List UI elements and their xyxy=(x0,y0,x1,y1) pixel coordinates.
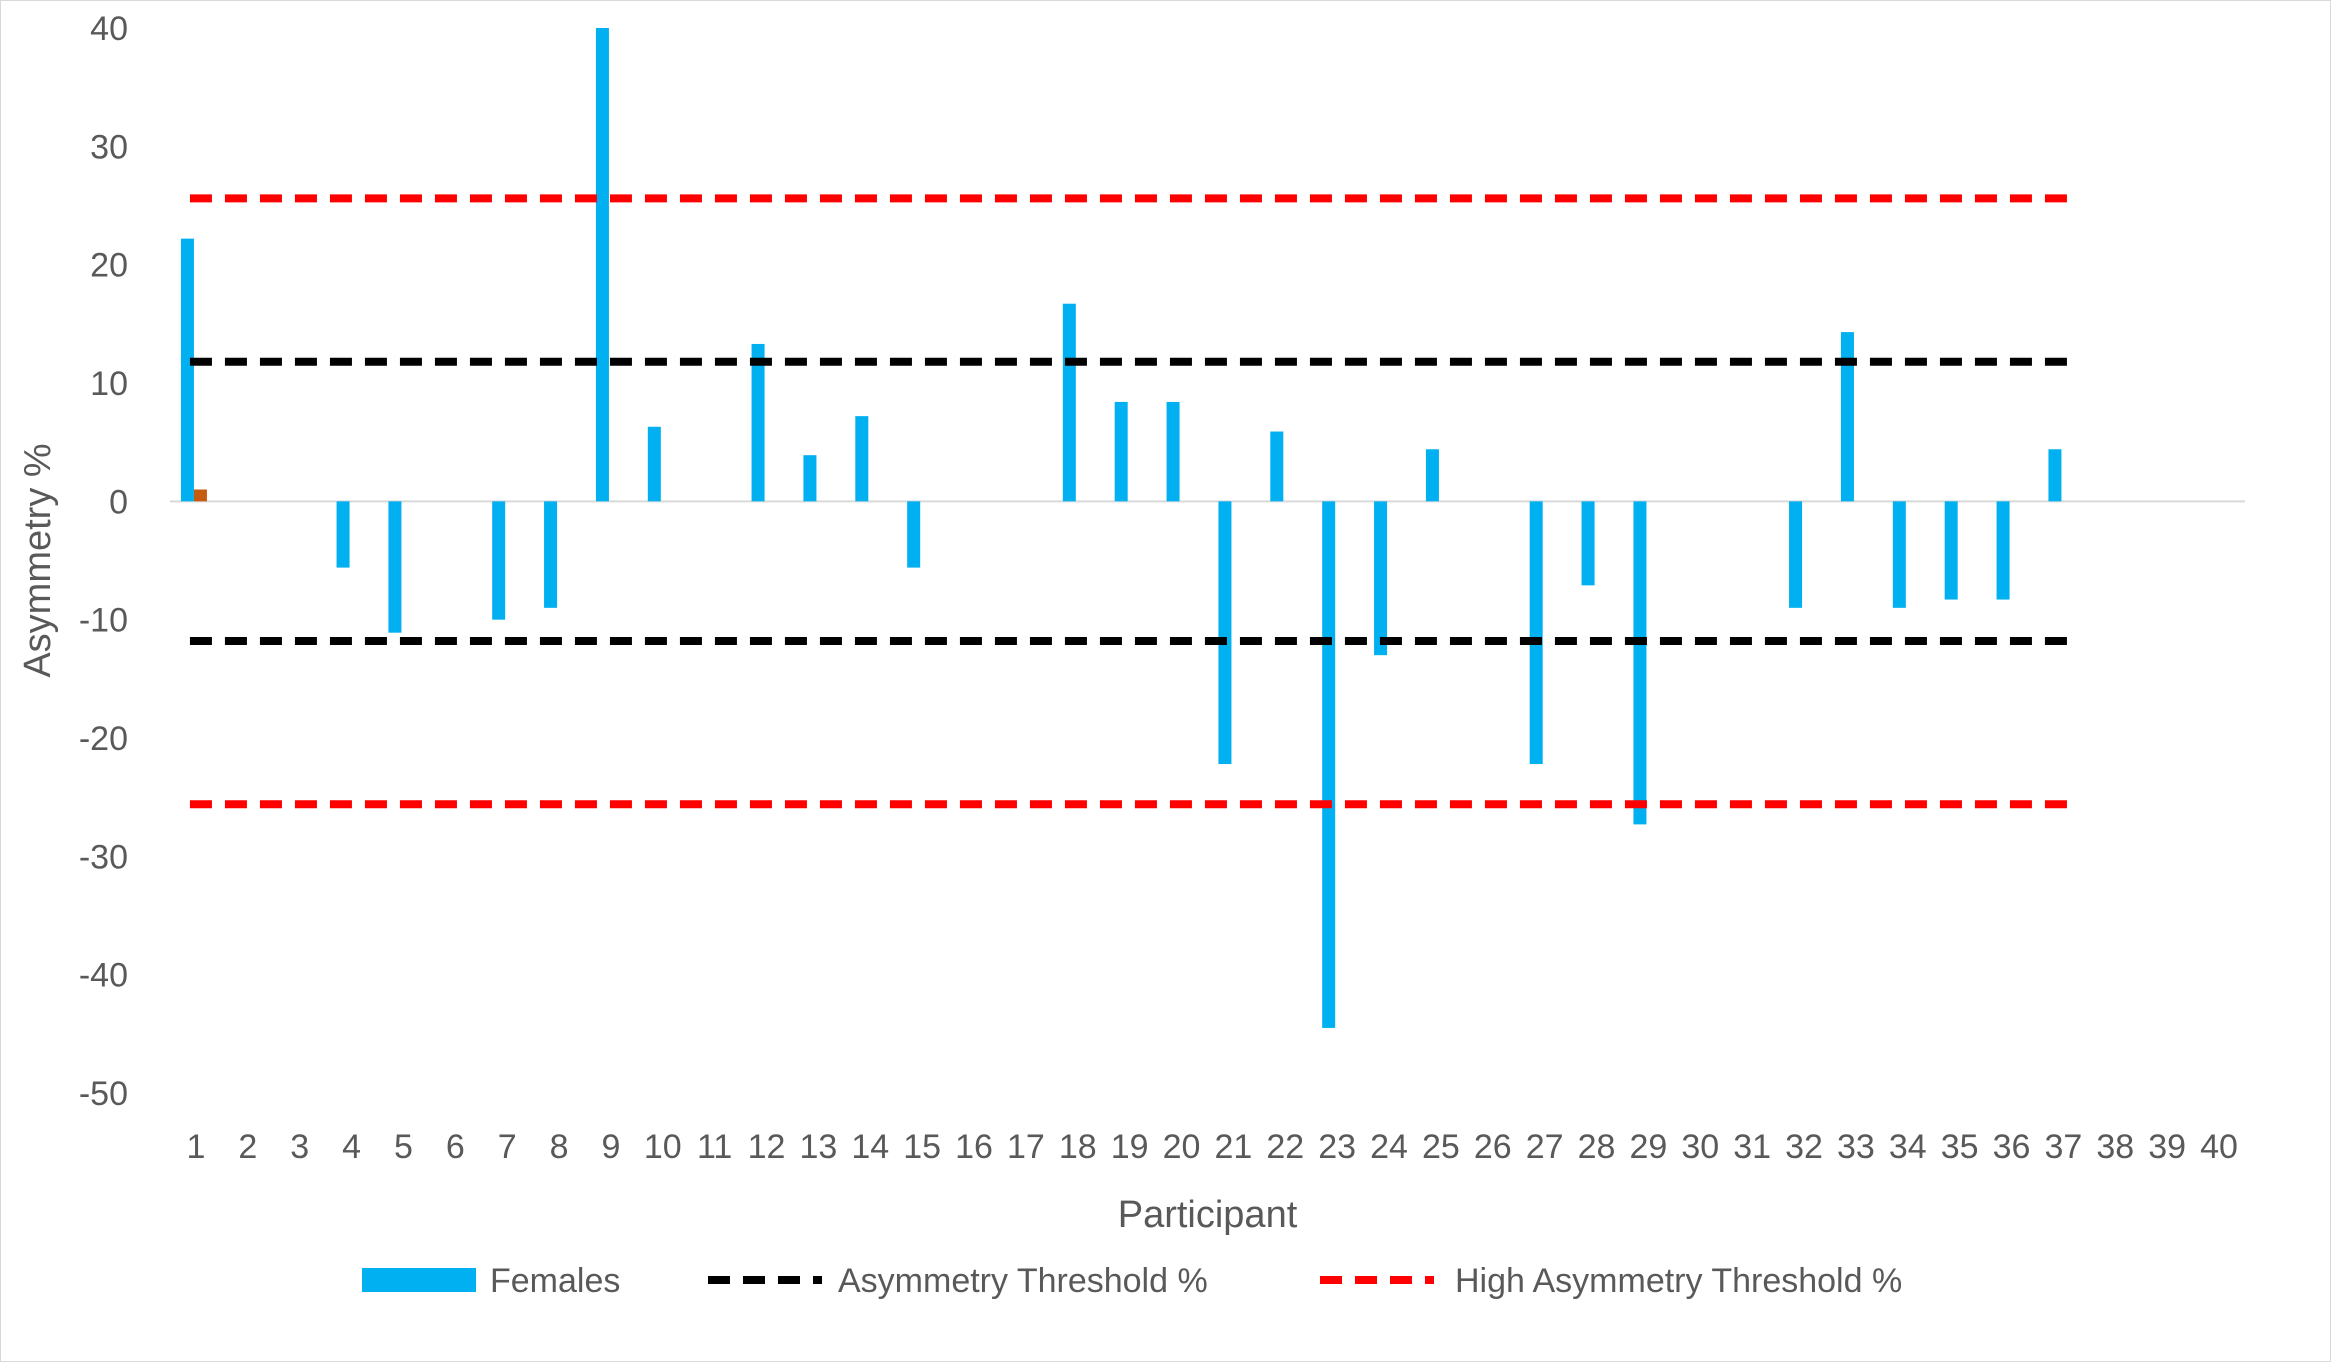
y-axis-title: Asymmetry % xyxy=(17,443,59,677)
x-tick-label: 6 xyxy=(446,1128,465,1166)
x-tick-label: 28 xyxy=(1578,1128,1616,1166)
y-tick-label: 10 xyxy=(90,365,128,403)
bar xyxy=(1944,501,1958,600)
x-tick-label: 7 xyxy=(498,1128,517,1166)
x-tick-label: 11 xyxy=(697,1128,732,1166)
bar xyxy=(1996,501,2010,600)
bar xyxy=(1789,501,1803,608)
x-tick-label: 37 xyxy=(2045,1128,2083,1166)
x-tick-label: 31 xyxy=(1733,1128,1771,1166)
bar xyxy=(1633,501,1647,825)
y-tick-label: -10 xyxy=(79,602,128,640)
x-axis-ticks: 1 2 3 4 5 6 7 8 9 10 11 12 13 14 15 16 17 18 19 20 21 22 23 24 2… xyxy=(186,1128,2238,1166)
bar xyxy=(492,501,506,620)
y-tick-label: 30 xyxy=(90,128,128,166)
x-tick-label: 16 xyxy=(955,1128,993,1166)
bar xyxy=(907,501,921,568)
y-tick-label: -20 xyxy=(79,720,128,758)
x-tick-label: 9 xyxy=(601,1128,620,1166)
y-tick-label: -40 xyxy=(79,957,128,995)
x-tick-label: 24 xyxy=(1370,1128,1408,1166)
x-tick-label: 21 xyxy=(1215,1128,1253,1166)
x-tick-label: 2 xyxy=(238,1128,257,1166)
y-tick-label: 20 xyxy=(90,247,128,285)
x-axis-title: Participant xyxy=(1118,1194,1298,1236)
x-tick-label: 3 xyxy=(290,1128,309,1166)
x-tick-label: 30 xyxy=(1681,1128,1719,1166)
y-tick-label: -50 xyxy=(79,1075,128,1113)
y-tick-label: 40 xyxy=(90,10,128,48)
bar xyxy=(1892,501,1906,608)
bar xyxy=(1529,501,1543,765)
bar xyxy=(544,501,558,608)
x-tick-label: 39 xyxy=(2148,1128,2186,1166)
x-tick-label: 8 xyxy=(550,1128,569,1166)
bar xyxy=(1062,303,1076,502)
bar xyxy=(855,416,869,502)
x-tick-label: 10 xyxy=(644,1128,682,1166)
bar xyxy=(336,501,350,568)
y-tick-label: 0 xyxy=(109,483,128,521)
y-axis-ticks: 40 30 20 10 0 -10 -20 -30 -40 -50 xyxy=(79,10,128,1113)
bar xyxy=(1374,501,1388,656)
x-tick-label: 29 xyxy=(1630,1128,1668,1166)
x-tick-label: 23 xyxy=(1318,1128,1356,1166)
x-tick-label: 27 xyxy=(1526,1128,1564,1166)
bar xyxy=(2048,449,2062,502)
x-tick-label: 17 xyxy=(1007,1128,1045,1166)
x-tick-label: 5 xyxy=(394,1128,413,1166)
x-tick-label: 40 xyxy=(2200,1128,2238,1166)
bar xyxy=(1114,401,1128,502)
legend-label: Asymmetry Threshold % xyxy=(838,1262,1208,1300)
legend-label: Females xyxy=(490,1262,620,1300)
bar xyxy=(1322,501,1336,1028)
bar xyxy=(1425,449,1439,502)
y-tick-label: -30 xyxy=(79,838,128,876)
bar xyxy=(1840,332,1854,502)
bar xyxy=(1218,501,1232,765)
bar xyxy=(1581,501,1595,586)
x-tick-label: 33 xyxy=(1837,1128,1875,1166)
bar xyxy=(388,501,402,633)
x-tick-label: 13 xyxy=(800,1128,838,1166)
x-tick-label: 15 xyxy=(903,1128,941,1166)
legend: Females Asymmetry Threshold % High Asymmet… xyxy=(362,1262,1902,1300)
x-tick-label: 20 xyxy=(1163,1128,1201,1166)
x-tick-label: 38 xyxy=(2096,1128,2134,1166)
bar xyxy=(595,28,609,502)
legend-label: High Asymmetry Threshold % xyxy=(1455,1262,1902,1300)
bar xyxy=(193,489,207,502)
x-tick-label: 34 xyxy=(1889,1128,1927,1166)
x-tick-label: 22 xyxy=(1266,1128,1304,1166)
x-tick-label: 1 xyxy=(186,1128,205,1166)
x-tick-label: 18 xyxy=(1059,1128,1097,1166)
x-tick-label: 36 xyxy=(1993,1128,2031,1166)
bar xyxy=(1270,431,1284,502)
x-tick-label: 4 xyxy=(342,1128,361,1166)
x-tick-label: 14 xyxy=(851,1128,889,1166)
bars-layer xyxy=(180,28,2062,1028)
bar xyxy=(647,426,661,502)
x-tick-label: 19 xyxy=(1111,1128,1149,1166)
bar xyxy=(180,238,194,502)
bar xyxy=(803,455,817,502)
x-tick-label: 35 xyxy=(1941,1128,1979,1166)
bar xyxy=(751,343,765,502)
legend-swatch xyxy=(362,1268,476,1292)
x-tick-label: 25 xyxy=(1422,1128,1460,1166)
x-tick-label: 26 xyxy=(1474,1128,1512,1166)
x-tick-label: 32 xyxy=(1785,1128,1823,1166)
bar xyxy=(1166,401,1180,502)
x-tick-label: 12 xyxy=(748,1128,786,1166)
